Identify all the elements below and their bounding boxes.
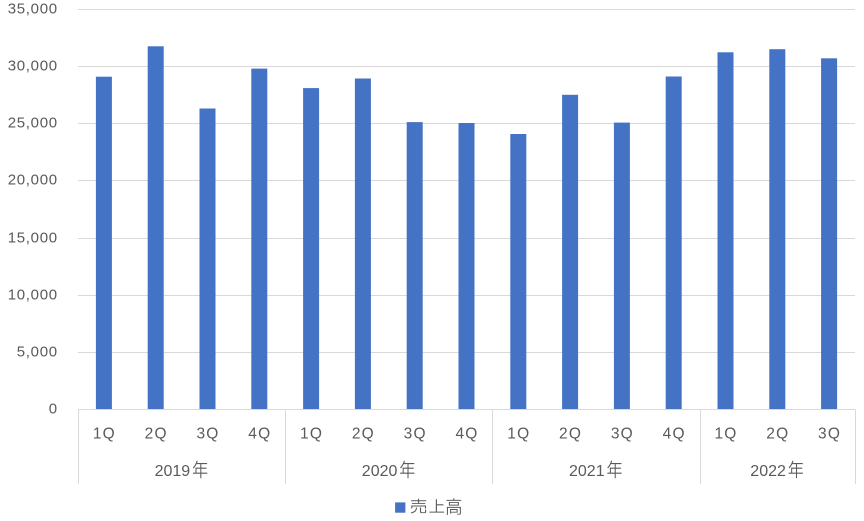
svg-text:2020: 2020 [362, 463, 398, 480]
svg-text:2022: 2022 [750, 463, 786, 480]
svg-text:2021: 2021 [569, 463, 605, 480]
svg-text:3Q: 3Q [611, 426, 634, 443]
svg-text:15,000: 15,000 [8, 230, 58, 247]
svg-text:5,000: 5,000 [17, 344, 58, 361]
svg-text:2Q: 2Q [559, 426, 582, 443]
svg-text:4Q: 4Q [248, 426, 271, 443]
svg-text:3Q: 3Q [196, 426, 219, 443]
svg-text:1Q: 1Q [300, 426, 323, 443]
svg-text:3Q: 3Q [404, 426, 427, 443]
svg-text:2Q: 2Q [352, 426, 375, 443]
svg-text:30,000: 30,000 [8, 58, 58, 75]
svg-text:4Q: 4Q [663, 426, 686, 443]
svg-text:0: 0 [49, 401, 58, 418]
svg-text:2Q: 2Q [145, 426, 168, 443]
svg-text:10,000: 10,000 [8, 287, 58, 304]
svg-text:25,000: 25,000 [8, 115, 58, 132]
svg-text:20,000: 20,000 [8, 172, 58, 189]
svg-text:2019: 2019 [155, 463, 191, 480]
svg-text:1Q: 1Q [714, 426, 737, 443]
svg-text:2Q: 2Q [766, 426, 789, 443]
svg-text:4Q: 4Q [455, 426, 478, 443]
svg-text:1Q: 1Q [93, 426, 116, 443]
svg-text:1Q: 1Q [507, 426, 530, 443]
svg-text:3Q: 3Q [818, 426, 841, 443]
svg-text:35,000: 35,000 [8, 1, 58, 18]
